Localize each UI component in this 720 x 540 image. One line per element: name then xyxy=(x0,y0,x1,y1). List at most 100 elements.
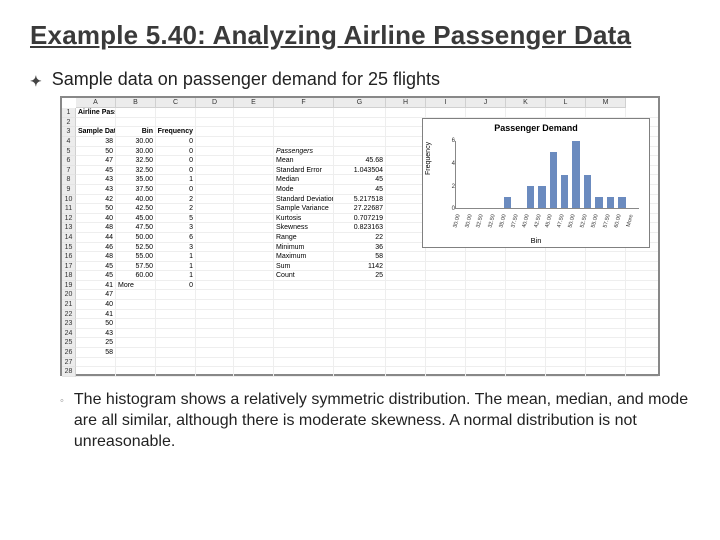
cell xyxy=(466,290,506,299)
cell: 47 xyxy=(76,290,116,299)
cell xyxy=(466,281,506,290)
cell xyxy=(386,319,426,328)
cell xyxy=(274,300,334,309)
cell xyxy=(156,118,196,127)
cell xyxy=(386,127,426,136)
cell: 0 xyxy=(156,281,196,290)
cell: 57.50 xyxy=(116,262,156,271)
cell: 46 xyxy=(76,243,116,252)
cell xyxy=(586,348,626,357)
cell xyxy=(196,358,234,367)
row-header-cell: 27 xyxy=(62,358,76,368)
cell xyxy=(334,118,386,127)
cell xyxy=(546,319,586,328)
cell xyxy=(466,252,506,261)
cell xyxy=(334,108,386,117)
cell xyxy=(234,252,274,261)
chart-plot-area xyxy=(455,141,639,209)
cell: 45 xyxy=(334,185,386,194)
cell xyxy=(426,252,466,261)
cell xyxy=(386,175,426,184)
cell xyxy=(116,367,156,376)
cell xyxy=(386,166,426,175)
cell xyxy=(386,281,426,290)
cell: 45 xyxy=(76,262,116,271)
cell: 6 xyxy=(156,233,196,242)
chart-ylabel: Frequency xyxy=(425,142,432,175)
cell: 1 xyxy=(156,262,196,271)
chart-bar xyxy=(538,186,545,208)
cell xyxy=(386,271,426,280)
cell xyxy=(234,300,274,309)
cell xyxy=(466,271,506,280)
cell xyxy=(156,310,196,319)
cell xyxy=(196,319,234,328)
cell xyxy=(386,108,426,117)
cell: 50 xyxy=(76,147,116,156)
cell xyxy=(546,310,586,319)
bullet-icon: ✦ xyxy=(30,73,42,90)
col-header-cell: D xyxy=(196,98,234,108)
cell xyxy=(546,271,586,280)
cell xyxy=(386,367,426,376)
cell: 52.50 xyxy=(116,243,156,252)
cell xyxy=(546,348,586,357)
cell xyxy=(586,367,626,376)
cell xyxy=(234,281,274,290)
cell xyxy=(426,262,466,271)
cell xyxy=(546,300,586,309)
cell: 1142 xyxy=(334,262,386,271)
cell: 43 xyxy=(76,185,116,194)
cell: Airline Passengers xyxy=(76,108,116,117)
cell: 1 xyxy=(156,175,196,184)
cell xyxy=(234,271,274,280)
cell xyxy=(334,281,386,290)
cell xyxy=(274,108,334,117)
cell xyxy=(116,290,156,299)
chart-ytick: 2 xyxy=(452,184,455,190)
cell xyxy=(196,233,234,242)
cell xyxy=(546,338,586,347)
chart-title: Passenger Demand xyxy=(423,124,649,133)
row-header-cell: 1 xyxy=(62,108,76,118)
cell xyxy=(466,310,506,319)
cell xyxy=(586,281,626,290)
cell xyxy=(546,262,586,271)
cell xyxy=(116,348,156,357)
cell xyxy=(196,262,234,271)
col-header-cell: F xyxy=(274,98,334,108)
cell xyxy=(274,329,334,338)
cell: 42 xyxy=(76,195,116,204)
cell: 55.00 xyxy=(116,252,156,261)
cell: 27.22687 xyxy=(334,204,386,213)
cell xyxy=(386,118,426,127)
cell xyxy=(196,281,234,290)
col-header-cell: K xyxy=(506,98,546,108)
cell xyxy=(234,262,274,271)
cell: 35.00 xyxy=(116,175,156,184)
row-header-cell: 17 xyxy=(62,262,76,272)
cell xyxy=(234,137,274,146)
cell: 2 xyxy=(156,204,196,213)
cell xyxy=(426,300,466,309)
cell xyxy=(196,108,234,117)
cell xyxy=(196,348,234,357)
cell xyxy=(506,300,546,309)
cell xyxy=(234,166,274,175)
cell: Bin xyxy=(116,127,156,136)
cell xyxy=(466,108,506,117)
col-header-cell: C xyxy=(156,98,196,108)
cell xyxy=(386,300,426,309)
row-header-cell: 10 xyxy=(62,195,76,205)
chart-yticks: 0246 xyxy=(445,141,455,209)
chart-bar xyxy=(527,186,534,208)
cell: 40 xyxy=(76,300,116,309)
cell xyxy=(156,338,196,347)
col-header-cell: G xyxy=(334,98,386,108)
cell xyxy=(274,137,334,146)
cell: Mean xyxy=(274,156,334,165)
cell: 22 xyxy=(334,233,386,242)
cell xyxy=(586,271,626,280)
cell: 58 xyxy=(76,348,116,357)
cell xyxy=(196,127,234,136)
